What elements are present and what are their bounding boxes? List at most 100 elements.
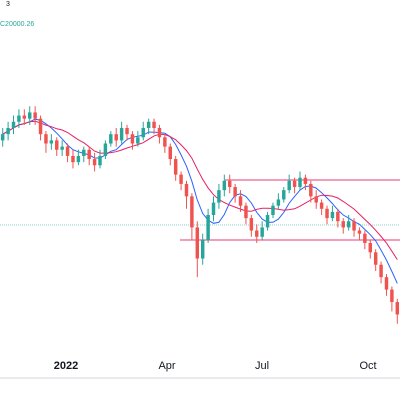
candle[interactable] <box>249 215 254 237</box>
candle-body <box>276 199 281 206</box>
candle-body <box>319 202 324 209</box>
candle[interactable] <box>379 261 383 284</box>
candle[interactable] <box>71 149 75 169</box>
candle[interactable] <box>168 143 172 166</box>
candle-body <box>11 121 16 128</box>
candle[interactable] <box>325 205 329 225</box>
candle[interactable] <box>222 174 227 197</box>
candle[interactable] <box>109 131 113 147</box>
candle[interactable] <box>152 118 156 135</box>
candle[interactable] <box>395 298 400 324</box>
candle[interactable] <box>119 121 124 144</box>
candle[interactable] <box>17 109 21 128</box>
candle[interactable] <box>233 183 237 203</box>
candle-body <box>228 180 232 188</box>
candle[interactable] <box>330 205 335 222</box>
candle[interactable] <box>287 174 291 194</box>
candle-body <box>179 174 183 184</box>
candle[interactable] <box>195 221 200 278</box>
candle[interactable] <box>228 174 232 194</box>
candle[interactable] <box>276 193 281 209</box>
candle[interactable] <box>49 134 54 150</box>
x-tick-label: Apr <box>158 360 175 372</box>
candle-body <box>352 221 356 231</box>
candle[interactable] <box>298 171 302 191</box>
candle[interactable] <box>157 124 162 144</box>
x-tick-label: Oct <box>359 360 376 372</box>
candle[interactable] <box>141 121 145 141</box>
candle[interactable] <box>22 109 27 125</box>
candle[interactable] <box>28 106 32 125</box>
candle[interactable] <box>38 115 43 141</box>
candle[interactable] <box>390 286 394 312</box>
candle[interactable] <box>363 230 367 250</box>
candle[interactable] <box>146 118 151 135</box>
candle[interactable] <box>238 190 243 212</box>
legend-indicator-value: 3 <box>6 1 10 8</box>
candle[interactable] <box>368 239 372 259</box>
candle[interactable] <box>33 106 37 125</box>
candle[interactable] <box>211 196 216 222</box>
candle[interactable] <box>352 218 356 237</box>
candle[interactable] <box>265 211 270 231</box>
candle[interactable] <box>11 115 16 135</box>
candle[interactable] <box>82 146 86 163</box>
candle-body <box>390 289 394 303</box>
candle[interactable] <box>271 202 275 219</box>
candle[interactable] <box>103 140 108 160</box>
candle[interactable] <box>346 215 351 231</box>
candle[interactable] <box>130 131 135 150</box>
candle[interactable] <box>314 190 318 209</box>
candle-body <box>38 118 43 135</box>
candle[interactable] <box>92 152 97 172</box>
candle-body <box>173 159 178 175</box>
candle[interactable] <box>217 183 221 209</box>
candle[interactable] <box>319 199 324 215</box>
candle[interactable] <box>184 180 189 209</box>
candle[interactable] <box>303 174 308 191</box>
candle[interactable] <box>65 143 70 163</box>
candle-body <box>282 190 286 200</box>
candle[interactable] <box>76 149 81 166</box>
candle[interactable] <box>55 137 59 156</box>
candle[interactable] <box>357 227 362 240</box>
candle-body <box>136 137 140 144</box>
candle[interactable] <box>6 121 10 141</box>
candle[interactable] <box>98 149 102 169</box>
candle-body <box>211 202 216 215</box>
candle[interactable] <box>206 208 210 243</box>
candle[interactable] <box>384 274 389 296</box>
candle-body <box>217 190 221 203</box>
moving-average-fast <box>2 118 398 284</box>
candle[interactable] <box>0 127 5 147</box>
candle[interactable] <box>125 124 129 141</box>
candle-body <box>82 149 86 156</box>
candle-body <box>55 140 59 150</box>
candle[interactable] <box>163 134 167 153</box>
candle[interactable] <box>190 193 194 240</box>
candle[interactable] <box>114 127 118 147</box>
candle[interactable] <box>292 177 297 194</box>
candle[interactable] <box>87 146 91 166</box>
candle-body <box>92 159 97 166</box>
candle[interactable] <box>173 155 178 181</box>
candle[interactable] <box>373 249 378 271</box>
candle[interactable] <box>244 202 248 225</box>
candle[interactable] <box>44 131 48 153</box>
candle-body <box>22 115 27 119</box>
candle[interactable] <box>282 187 286 203</box>
candle[interactable] <box>179 171 183 191</box>
candle[interactable] <box>336 208 340 228</box>
candle[interactable] <box>260 221 264 240</box>
candle[interactable] <box>200 233 205 265</box>
candle[interactable] <box>341 218 345 234</box>
candle[interactable] <box>309 180 313 203</box>
candle[interactable] <box>136 131 140 147</box>
candle-body <box>249 218 254 231</box>
candle[interactable] <box>255 224 259 243</box>
candle-body <box>157 127 162 138</box>
candle[interactable] <box>60 140 64 156</box>
candle-body <box>109 134 113 144</box>
